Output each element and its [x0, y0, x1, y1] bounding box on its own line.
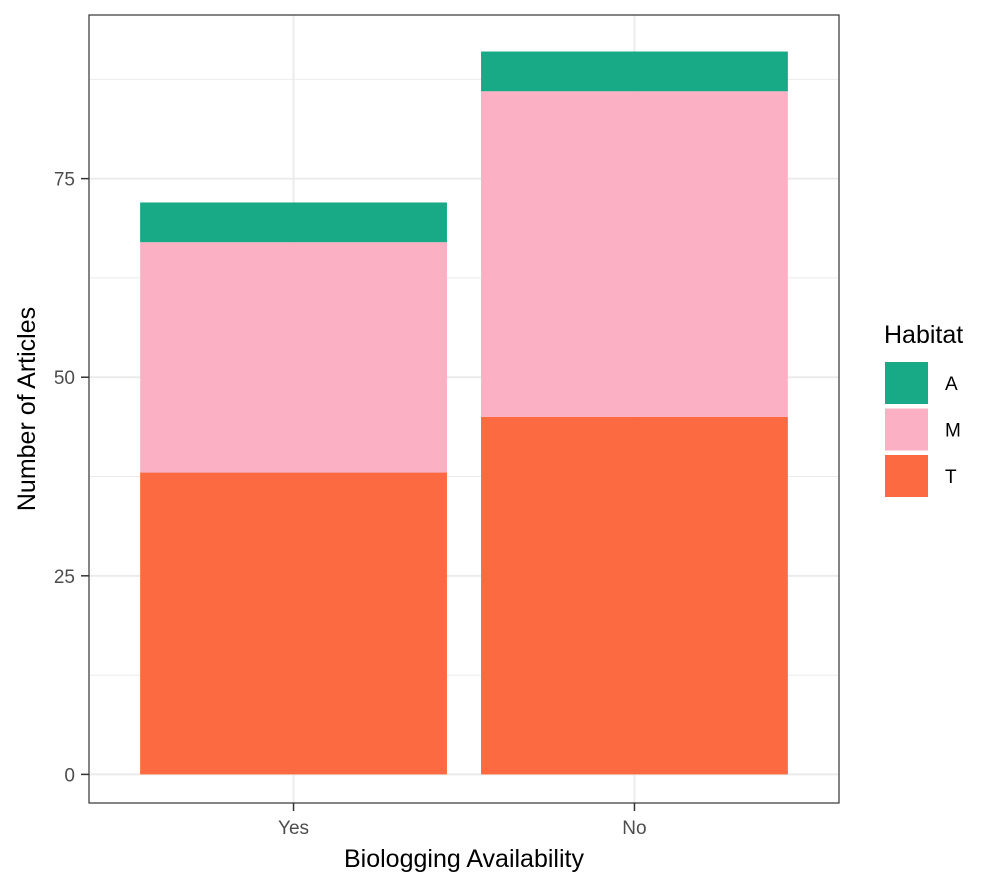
- bar-no-a: [481, 51, 788, 92]
- y-tick-label: 25: [54, 567, 75, 588]
- legend-key-t: [885, 455, 928, 497]
- y-axis: 0 25 50 75: [54, 170, 89, 786]
- y-tick-label: 50: [54, 368, 75, 389]
- x-tick-label: No: [622, 818, 646, 839]
- legend-label-t: T: [945, 467, 957, 488]
- bar-yes-a: [140, 202, 447, 243]
- legend-label-m: M: [945, 421, 961, 442]
- y-axis-title: Number of Articles: [13, 307, 41, 511]
- bar-yes-m: [140, 242, 447, 473]
- bar-no-t: [481, 416, 788, 775]
- legend-key-a: [885, 362, 928, 404]
- x-axis: Yes No: [278, 803, 647, 839]
- panel-border: [88, 14, 840, 804]
- bars: [140, 51, 788, 775]
- legend-label-a: A: [945, 374, 958, 395]
- bar-yes-t: [140, 472, 447, 775]
- y-tick-label: 75: [54, 170, 75, 191]
- legend: Habitat A M T: [884, 321, 963, 497]
- y-tick-label: 0: [64, 765, 75, 786]
- legend-key-m: [885, 408, 928, 451]
- bar-no-m: [481, 91, 788, 417]
- x-tick-label: Yes: [278, 818, 309, 839]
- legend-title: Habitat: [884, 321, 963, 349]
- x-axis-title: Biologging Availability: [344, 845, 584, 873]
